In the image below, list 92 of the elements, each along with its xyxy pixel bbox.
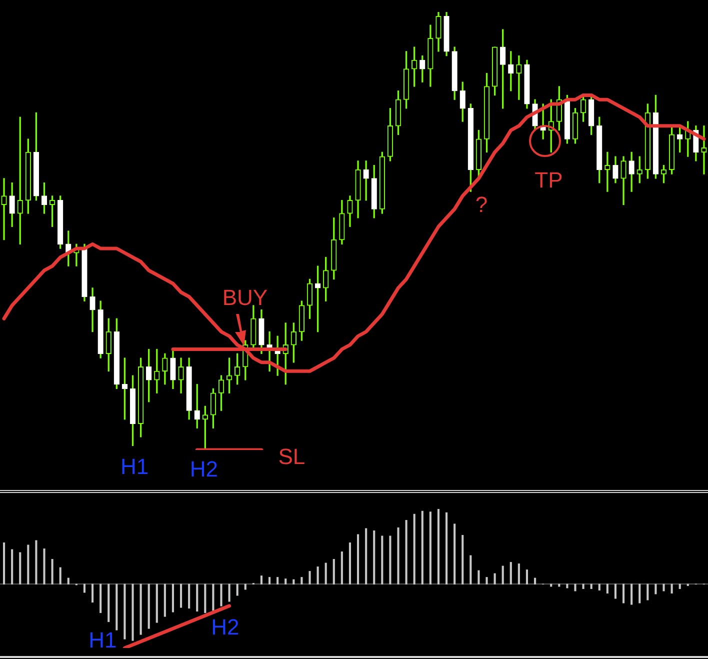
bar xyxy=(494,573,496,584)
bar xyxy=(662,584,665,592)
bar xyxy=(646,584,649,600)
bar xyxy=(630,584,633,605)
bar xyxy=(260,576,263,584)
bar xyxy=(132,584,134,641)
annotation: H1 xyxy=(88,627,117,652)
bar xyxy=(502,566,504,584)
bar xyxy=(356,534,360,584)
annotation: SL xyxy=(278,444,306,470)
bar xyxy=(140,584,142,635)
bar xyxy=(381,536,384,584)
bar xyxy=(534,578,536,584)
bar xyxy=(220,584,222,606)
bar xyxy=(164,584,166,617)
bar xyxy=(180,584,182,608)
bar xyxy=(454,524,456,584)
bar xyxy=(116,584,118,630)
bar xyxy=(670,584,673,594)
bar xyxy=(100,584,102,614)
bar xyxy=(413,514,416,584)
annotation: BUY xyxy=(222,284,268,310)
bar xyxy=(365,528,368,584)
bar xyxy=(19,552,22,584)
bar xyxy=(196,584,198,612)
bar xyxy=(486,577,488,584)
bar xyxy=(35,540,38,584)
bar xyxy=(437,509,440,584)
bar xyxy=(526,570,528,584)
bar xyxy=(292,579,295,584)
text: H1 xyxy=(120,454,149,480)
bar xyxy=(244,584,246,590)
annotation: TP xyxy=(534,167,563,192)
bar xyxy=(51,559,54,584)
bar xyxy=(582,584,584,589)
candlestick xyxy=(1,178,7,240)
candlestick xyxy=(516,55,522,100)
bar xyxy=(470,555,472,584)
annotation: H2 xyxy=(211,614,240,640)
bar xyxy=(622,584,625,604)
bar xyxy=(300,577,303,584)
bar xyxy=(590,584,592,589)
bar xyxy=(27,544,30,584)
bar xyxy=(445,512,448,584)
bar xyxy=(654,584,657,594)
candlestick xyxy=(604,152,610,192)
bar xyxy=(228,584,230,602)
bar xyxy=(276,577,279,584)
bar xyxy=(148,584,150,629)
bar xyxy=(124,584,126,640)
bar xyxy=(172,584,174,612)
bar xyxy=(348,542,352,584)
bar xyxy=(397,527,400,584)
bar xyxy=(156,584,158,623)
bar xyxy=(67,578,70,584)
bar xyxy=(510,562,512,584)
candlestick xyxy=(701,126,707,174)
bar xyxy=(614,584,617,599)
bar xyxy=(204,584,206,614)
text: H2 xyxy=(190,456,218,482)
bar xyxy=(324,562,327,584)
bar xyxy=(108,584,110,622)
bar xyxy=(429,512,432,584)
bar xyxy=(340,551,343,584)
bar xyxy=(268,577,271,584)
bar xyxy=(316,566,319,584)
bar xyxy=(678,584,681,589)
bar xyxy=(11,549,14,584)
bar xyxy=(518,564,520,584)
bar xyxy=(83,584,86,593)
bar xyxy=(574,584,576,592)
bar xyxy=(308,571,311,584)
bar xyxy=(405,520,408,584)
bar xyxy=(606,584,608,594)
annotation: ? xyxy=(475,192,488,217)
bar xyxy=(332,559,335,584)
bar xyxy=(212,584,214,611)
bar xyxy=(638,584,641,604)
bar xyxy=(373,530,376,584)
bar xyxy=(389,536,392,584)
bar xyxy=(91,584,94,602)
bar xyxy=(598,584,600,590)
bar xyxy=(59,567,62,584)
bar xyxy=(421,510,424,584)
bar xyxy=(2,542,6,584)
bar xyxy=(188,584,190,609)
candlestick xyxy=(363,160,369,201)
bar xyxy=(478,570,480,584)
bar xyxy=(284,578,287,584)
bar xyxy=(462,534,464,584)
bar xyxy=(43,548,46,584)
bar xyxy=(236,584,238,596)
